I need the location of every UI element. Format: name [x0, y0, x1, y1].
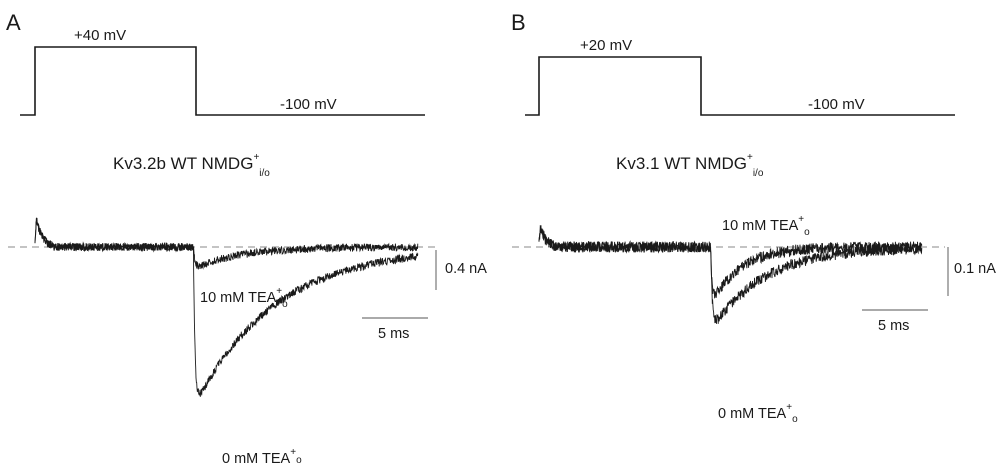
- current-trace-0mM-tea: [34, 221, 419, 397]
- title-main: Kv3.1 WT NMDG: [616, 154, 747, 173]
- panel-letter: A: [6, 10, 21, 35]
- time-scale-label: 5 ms: [878, 318, 909, 334]
- panel-letter: B: [511, 10, 526, 35]
- panel-title: Kv3.2b WT NMDG+i/o: [113, 152, 270, 179]
- voltage-protocol-trace: [20, 46, 425, 116]
- current-scale-label: 0.4 nA: [445, 261, 487, 277]
- title-main: Kv3.2b WT NMDG: [113, 154, 253, 173]
- trace-label-0mM-tea: 0 mM TEA+o: [718, 402, 798, 425]
- time-scale-label: 5 ms: [378, 326, 409, 342]
- trace-label-10mM-tea: 10 mM TEA+o: [200, 286, 288, 310]
- panel-title: Kv3.1 WT NMDG+i/o: [616, 152, 764, 179]
- current-trace-0mM-tea: [538, 224, 923, 324]
- holding-voltage-label: -100 mV: [280, 96, 337, 113]
- holding-voltage-label: -100 mV: [808, 96, 865, 113]
- title-subscript: i/o: [753, 168, 764, 179]
- current-scale-label: 0.1 nA: [954, 261, 996, 277]
- step-voltage-label: +40 mV: [74, 27, 126, 44]
- step-voltage-label: +20 mV: [580, 37, 632, 54]
- trace-label-0mM-tea: 0 mM TEA+o: [222, 447, 302, 467]
- trace-label-10mM-tea: 10 mM TEA+o: [722, 214, 810, 238]
- current-trace-10mM-tea: [538, 225, 923, 299]
- title-superscript: +: [253, 152, 259, 163]
- panel-b: B +20 mV -100 mV Kv3.1 WT NMDG+i/o 10 mM…: [511, 10, 996, 425]
- title-superscript: +: [747, 152, 753, 163]
- title-subscript: i/o: [259, 168, 270, 179]
- voltage-protocol-trace: [525, 56, 955, 116]
- current-trace-10mM-tea: [34, 217, 419, 270]
- panel-a: A +40 mV -100 mV Kv3.2b WT NMDG+i/o 10 m…: [6, 10, 487, 467]
